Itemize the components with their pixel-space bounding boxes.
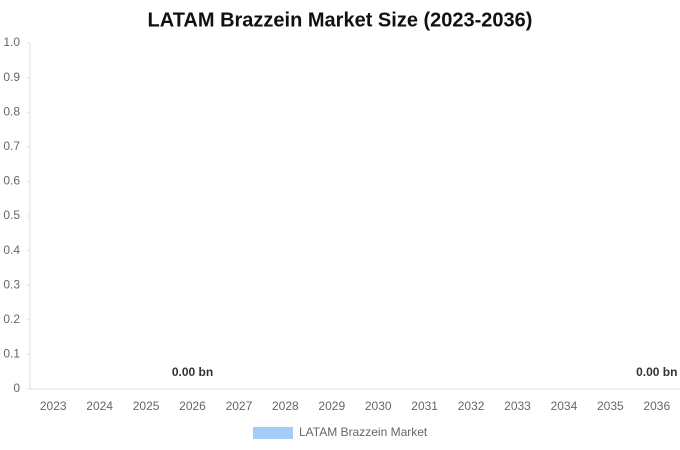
x-tick-label: 2024 <box>86 399 113 413</box>
x-tick-label: 2036 <box>643 399 670 413</box>
y-tick-label: 0.5 <box>3 208 20 222</box>
legend-swatch <box>253 427 293 439</box>
y-tick-label: 0.7 <box>3 139 20 153</box>
value-label: 0.00 bn <box>172 365 213 379</box>
y-tick-label: 0.2 <box>3 312 20 326</box>
y-tick-label: 0.8 <box>3 104 20 118</box>
chart-title: LATAM Brazzein Market Size (2023-2036) <box>148 9 533 31</box>
y-tick-label: 0.6 <box>3 174 20 188</box>
y-tick-label: 1.0 <box>3 35 20 49</box>
x-tick-label: 2035 <box>597 399 624 413</box>
x-tick-label: 2025 <box>133 399 160 413</box>
y-tick-label: 0.1 <box>3 347 20 361</box>
y-tick-label: 0.3 <box>3 277 20 291</box>
x-tick-label: 2034 <box>551 399 578 413</box>
x-tick-label: 2029 <box>318 399 345 413</box>
y-tick-label: 0.9 <box>3 70 20 84</box>
x-tick-label: 2027 <box>226 399 253 413</box>
x-tick-label: 2026 <box>179 399 206 413</box>
y-tick-label: 0 <box>13 381 20 395</box>
x-tick-label: 2032 <box>458 399 485 413</box>
legend-label: LATAM Brazzein Market <box>299 425 428 439</box>
y-tick-label: 0.4 <box>3 243 20 257</box>
x-tick-label: 2031 <box>411 399 438 413</box>
x-tick-label: 2023 <box>40 399 67 413</box>
value-label: 0.00 bn <box>636 365 677 379</box>
x-tick-label: 2028 <box>272 399 299 413</box>
x-tick-label: 2033 <box>504 399 531 413</box>
x-tick-label: 2030 <box>365 399 392 413</box>
